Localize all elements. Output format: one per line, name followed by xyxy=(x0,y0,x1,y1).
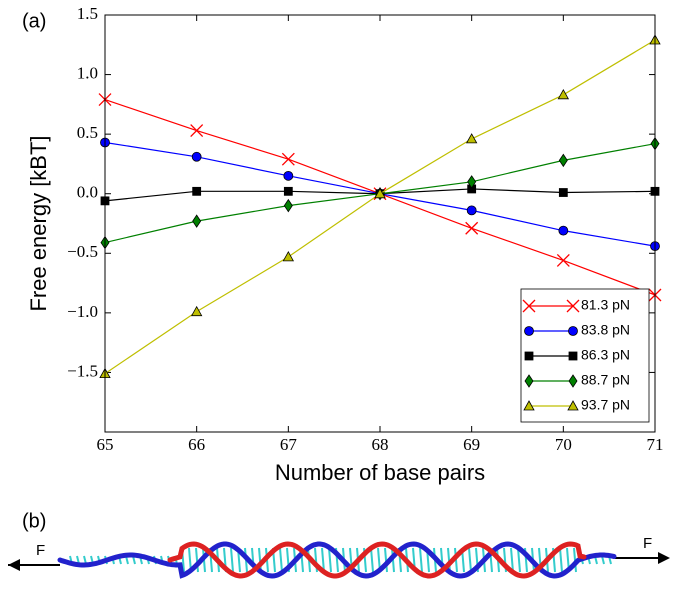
dna-base xyxy=(468,547,472,573)
y-tick-label: 1.0 xyxy=(77,63,98,82)
legend-marker xyxy=(522,299,536,313)
marker xyxy=(281,152,295,166)
legend-marker xyxy=(524,326,534,336)
marker xyxy=(465,221,479,235)
dna-base xyxy=(258,547,262,573)
legend-label: 93.7 pN xyxy=(581,397,630,413)
legend-marker xyxy=(568,374,578,388)
panel-label: (b) xyxy=(22,510,46,532)
marker xyxy=(192,214,202,228)
x-tick-label: 70 xyxy=(555,435,572,454)
arrow-head xyxy=(8,559,20,571)
legend-marker xyxy=(567,400,579,411)
marker xyxy=(190,124,204,138)
x-tick-label: 65 xyxy=(97,435,114,454)
marker xyxy=(190,305,203,317)
x-tick-label: 69 xyxy=(463,435,480,454)
legend-label: 88.7 pN xyxy=(581,372,630,388)
y-tick-label: −1.0 xyxy=(67,302,98,321)
legend-label: 86.3 pN xyxy=(581,347,630,363)
y-tick-label: 1.5 xyxy=(77,4,98,23)
marker xyxy=(283,198,293,213)
dna-base xyxy=(328,547,332,573)
marker xyxy=(558,153,568,168)
marker xyxy=(467,175,477,189)
marker xyxy=(558,188,568,197)
dna-strand xyxy=(57,541,617,579)
dna-strand xyxy=(167,541,587,579)
x-axis-label: Number of base pairs xyxy=(275,460,485,485)
y-tick-label: −1.5 xyxy=(67,361,98,380)
marker xyxy=(282,251,295,262)
marker xyxy=(556,253,570,267)
dna-base xyxy=(370,547,374,573)
dna-base xyxy=(195,547,199,573)
dna-base xyxy=(321,547,325,573)
y-axis-label: Free energy [kBT] xyxy=(26,135,51,311)
force-label: F xyxy=(36,542,45,559)
dna-base xyxy=(279,547,283,573)
dna-base xyxy=(230,547,234,573)
x-tick-label: 66 xyxy=(188,435,205,454)
force-label: F xyxy=(643,535,652,552)
y-tick-label: 0.0 xyxy=(77,183,98,202)
marker xyxy=(557,89,570,100)
dna-base xyxy=(510,547,514,573)
arrow-head xyxy=(658,552,670,564)
legend-marker xyxy=(524,351,534,361)
legend-marker xyxy=(568,351,578,361)
legend-label: 83.8 pN xyxy=(581,322,630,338)
marker xyxy=(283,170,294,181)
dna-base xyxy=(384,547,388,573)
marker xyxy=(283,186,293,196)
marker xyxy=(466,205,477,216)
marker xyxy=(192,186,202,196)
plot-frame xyxy=(104,14,656,433)
panel-label: (a) xyxy=(22,10,46,32)
legend-label: 81.3 pN xyxy=(581,297,630,313)
x-tick-label: 71 xyxy=(647,435,664,454)
legend-marker xyxy=(566,299,580,313)
dna-base xyxy=(419,547,423,573)
marker xyxy=(465,133,478,144)
dna-base xyxy=(447,547,451,573)
x-tick-label: 67 xyxy=(280,435,298,454)
x-tick-label: 68 xyxy=(372,435,389,454)
marker xyxy=(191,151,202,162)
dna-illustration: F F xyxy=(8,535,670,579)
marker xyxy=(558,225,569,236)
legend-marker xyxy=(568,326,578,336)
legend-marker xyxy=(523,400,535,411)
dna-base xyxy=(517,547,521,573)
legend-marker xyxy=(524,374,534,388)
marker xyxy=(374,187,386,199)
y-tick-label: 0.5 xyxy=(77,123,98,142)
dna-base xyxy=(559,547,563,573)
y-tick-label: −0.5 xyxy=(67,242,98,261)
